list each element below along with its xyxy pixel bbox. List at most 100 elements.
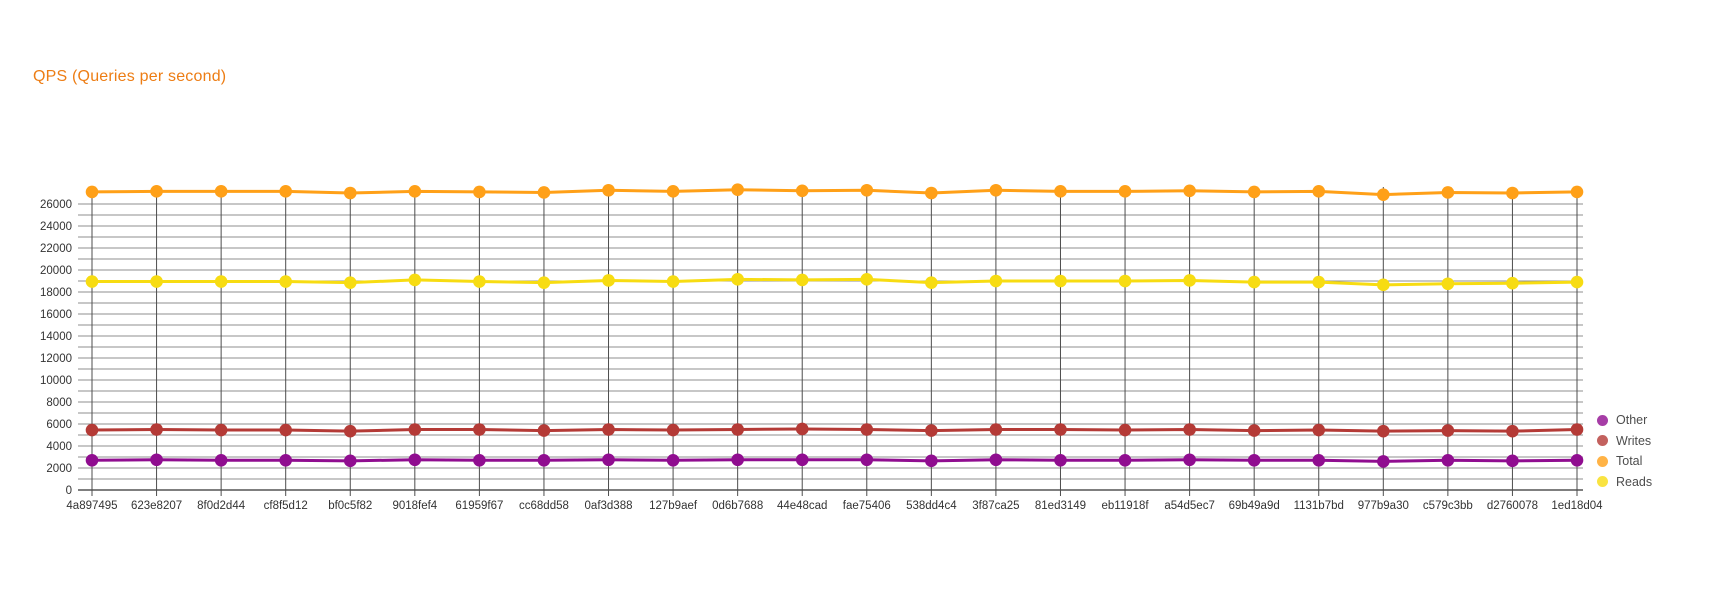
series-marker-other[interactable] — [602, 453, 615, 467]
series-marker-total[interactable] — [1506, 186, 1519, 200]
legend-item-writes[interactable]: Writes — [1597, 431, 1652, 452]
series-marker-writes[interactable] — [343, 424, 357, 438]
series-marker-reads[interactable] — [1441, 277, 1455, 291]
series-marker-total[interactable] — [1312, 185, 1326, 198]
series-marker-total[interactable] — [537, 186, 551, 199]
series-marker-total[interactable] — [666, 185, 680, 198]
legend-item-other[interactable]: Other — [1597, 410, 1652, 431]
series-marker-reads[interactable] — [214, 275, 228, 288]
series-marker-other[interactable] — [1312, 454, 1326, 467]
series-marker-other[interactable] — [1247, 454, 1261, 467]
series-marker-total[interactable] — [731, 183, 744, 196]
series-marker-other[interactable] — [1506, 454, 1519, 468]
series-marker-total[interactable] — [1183, 184, 1196, 198]
series-marker-reads[interactable] — [537, 276, 551, 289]
series-marker-writes[interactable] — [1570, 423, 1584, 436]
series-marker-writes[interactable] — [214, 423, 228, 437]
series-marker-total[interactable] — [1570, 185, 1584, 199]
series-marker-total[interactable] — [150, 185, 163, 198]
series-marker-other[interactable] — [1377, 455, 1390, 468]
series-marker-reads[interactable] — [1118, 274, 1132, 288]
series-marker-reads[interactable] — [150, 275, 163, 288]
series-marker-other[interactable] — [150, 453, 163, 467]
series-marker-writes[interactable] — [473, 423, 486, 436]
series-marker-other[interactable] — [1118, 454, 1132, 467]
series-marker-writes[interactable] — [1183, 423, 1196, 436]
series-marker-writes[interactable] — [1377, 424, 1390, 438]
series-marker-writes[interactable] — [666, 423, 680, 437]
series-marker-other[interactable] — [1441, 454, 1455, 467]
series-marker-total[interactable] — [925, 186, 938, 200]
series-marker-other[interactable] — [1570, 454, 1584, 467]
series-marker-total[interactable] — [795, 184, 809, 198]
series-marker-reads[interactable] — [1054, 274, 1067, 288]
series-marker-reads[interactable] — [602, 274, 615, 287]
series-marker-writes[interactable] — [731, 423, 744, 436]
series-marker-writes[interactable] — [1441, 424, 1455, 437]
series-marker-total[interactable] — [85, 185, 99, 199]
series-marker-writes[interactable] — [1312, 423, 1326, 437]
series-marker-other[interactable] — [1183, 453, 1196, 467]
series-marker-total[interactable] — [989, 183, 1003, 197]
series-marker-writes[interactable] — [150, 423, 163, 436]
series-marker-writes[interactable] — [602, 423, 615, 436]
series-marker-total[interactable] — [602, 183, 615, 197]
series-marker-reads[interactable] — [1247, 275, 1261, 289]
series-marker-total[interactable] — [1377, 188, 1390, 201]
series-marker-other[interactable] — [731, 453, 744, 467]
series-marker-other[interactable] — [925, 454, 938, 468]
series-marker-reads[interactable] — [860, 273, 874, 286]
series-marker-other[interactable] — [989, 453, 1003, 467]
series-marker-other[interactable] — [666, 454, 680, 467]
series-marker-total[interactable] — [343, 186, 357, 200]
series-marker-other[interactable] — [85, 454, 99, 467]
series-marker-other[interactable] — [1054, 454, 1067, 467]
series-marker-other[interactable] — [537, 454, 551, 467]
series-marker-writes[interactable] — [1118, 423, 1132, 437]
series-marker-reads[interactable] — [1377, 278, 1390, 292]
series-marker-reads[interactable] — [408, 273, 422, 287]
series-marker-total[interactable] — [408, 185, 422, 198]
series-marker-total[interactable] — [214, 185, 228, 198]
series-marker-other[interactable] — [408, 453, 422, 467]
series-marker-writes[interactable] — [1054, 423, 1067, 436]
series-marker-total[interactable] — [1118, 185, 1132, 198]
series-marker-reads[interactable] — [473, 275, 486, 288]
series-marker-other[interactable] — [279, 454, 292, 467]
legend-item-total[interactable]: Total — [1597, 451, 1652, 472]
series-marker-reads[interactable] — [795, 273, 809, 287]
series-marker-writes[interactable] — [860, 423, 874, 436]
series-marker-reads[interactable] — [85, 275, 99, 288]
series-marker-reads[interactable] — [1506, 276, 1519, 290]
series-marker-reads[interactable] — [343, 276, 357, 289]
series-marker-writes[interactable] — [925, 424, 938, 437]
series-marker-writes[interactable] — [279, 423, 292, 437]
series-marker-reads[interactable] — [1183, 274, 1196, 287]
series-marker-writes[interactable] — [1247, 424, 1261, 437]
series-marker-other[interactable] — [860, 453, 874, 467]
series-marker-other[interactable] — [473, 454, 486, 467]
series-marker-reads[interactable] — [989, 274, 1003, 288]
series-marker-reads[interactable] — [1312, 275, 1326, 289]
series-marker-other[interactable] — [795, 453, 809, 467]
series-marker-reads[interactable] — [279, 275, 292, 288]
series-marker-writes[interactable] — [408, 423, 422, 436]
series-marker-total[interactable] — [1247, 185, 1261, 199]
series-marker-writes[interactable] — [795, 422, 809, 436]
series-marker-reads[interactable] — [666, 275, 680, 288]
series-marker-reads[interactable] — [1570, 275, 1584, 289]
series-marker-total[interactable] — [1441, 186, 1455, 199]
series-marker-total[interactable] — [473, 185, 486, 199]
series-marker-total[interactable] — [860, 183, 874, 197]
series-marker-writes[interactable] — [1506, 424, 1519, 438]
series-marker-writes[interactable] — [537, 424, 551, 437]
series-marker-other[interactable] — [214, 454, 228, 467]
series-marker-other[interactable] — [343, 454, 357, 468]
series-marker-reads[interactable] — [731, 273, 744, 286]
series-marker-reads[interactable] — [925, 276, 938, 289]
series-marker-total[interactable] — [279, 185, 292, 198]
series-marker-total[interactable] — [1054, 185, 1067, 198]
series-marker-writes[interactable] — [989, 423, 1003, 436]
legend-item-reads[interactable]: Reads — [1597, 472, 1652, 493]
series-marker-writes[interactable] — [85, 423, 99, 437]
